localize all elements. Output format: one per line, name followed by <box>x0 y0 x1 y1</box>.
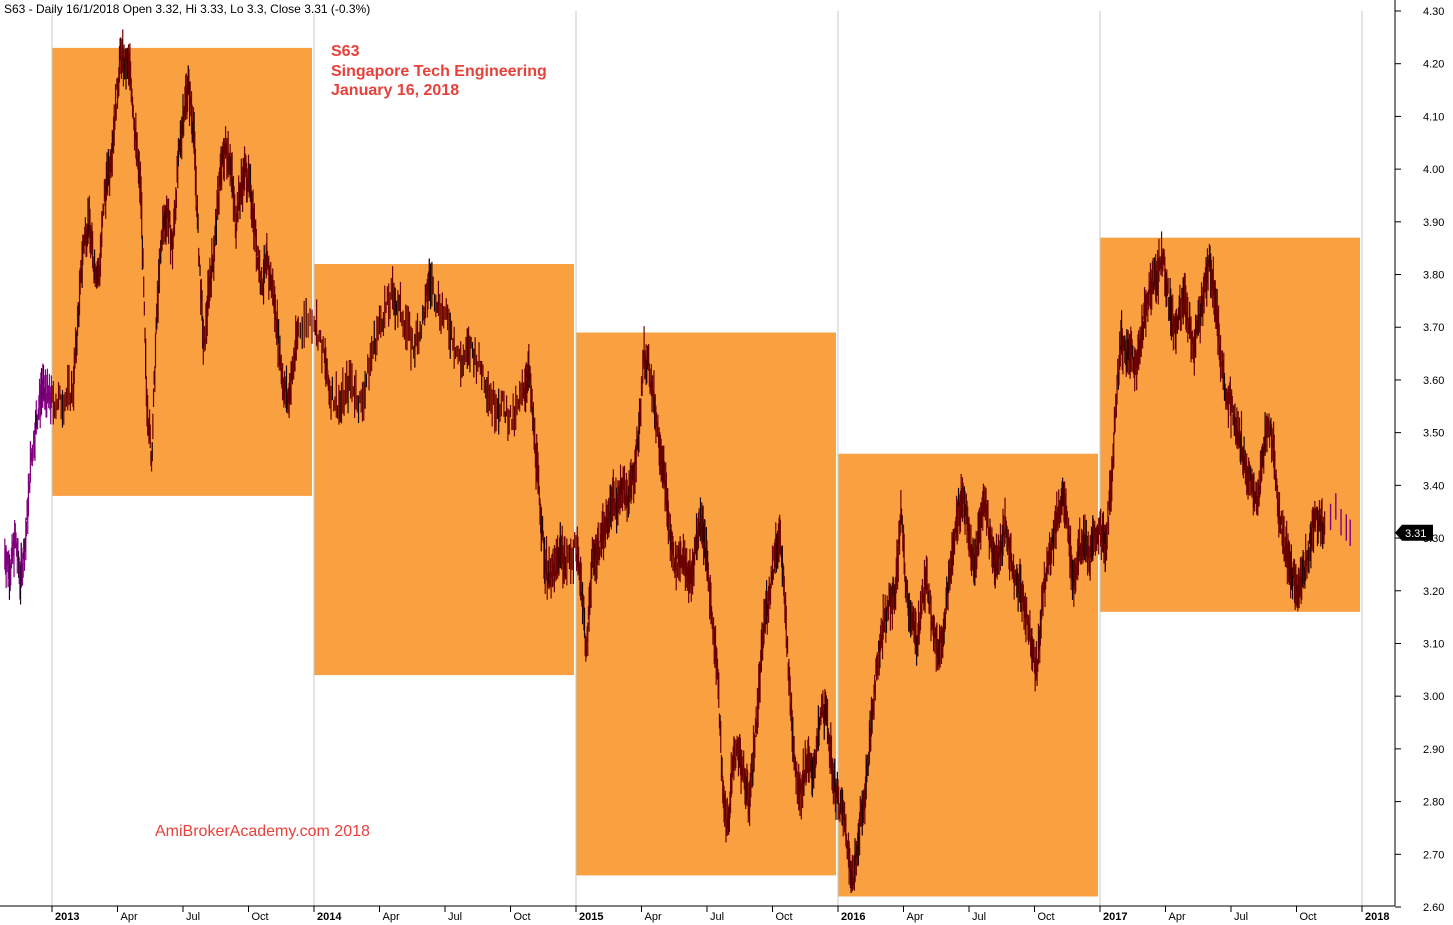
y-tick-label: 3.70 <box>1423 322 1444 334</box>
y-tick-label: 2.70 <box>1423 849 1444 861</box>
y-tick-label: 3.00 <box>1423 691 1444 703</box>
x-tick-label: 2014 <box>317 911 342 923</box>
y-tick-label: 3.10 <box>1423 638 1444 650</box>
annotation-symbol: S63 <box>331 43 360 60</box>
y-tick-label: 3.60 <box>1423 375 1444 387</box>
y-tick-label: 3.50 <box>1423 428 1444 440</box>
vertical-gridlines <box>51 11 1363 906</box>
y-tick-label: 3.80 <box>1423 270 1444 282</box>
y-tick-label: 3.90 <box>1423 217 1444 229</box>
x-tick-label: Apr <box>383 911 400 923</box>
y-tick-label: 2.80 <box>1423 797 1444 809</box>
x-tick-label: Jul <box>972 911 986 923</box>
x-tick-label: Oct <box>1038 911 1055 923</box>
x-tick-label: Jul <box>710 911 724 923</box>
x-axis-ticks: 2013 Apr Jul Oct 2014 Apr Jul Oct 2015 Apr Jul Oct 2… <box>51 906 1389 923</box>
watermark: AmiBrokerAcademy.com 2018 <box>155 823 370 840</box>
x-tick-label: 2015 <box>579 911 603 923</box>
last-price-badge: 3.31 <box>1395 524 1433 541</box>
year-range-box-2015 <box>576 332 836 876</box>
year-range-box-2014 <box>314 263 574 676</box>
x-tick-label: Apr <box>907 911 924 923</box>
price-series <box>4 29 1351 894</box>
last-price-badge-shape <box>1395 524 1433 541</box>
x-tick-label: Oct <box>514 911 531 923</box>
last-price-label: 3.31 <box>1405 528 1426 540</box>
x-tick-label: Apr <box>1169 911 1186 923</box>
x-tick-label: Oct <box>1300 911 1317 923</box>
y-tick-label: 4.10 <box>1423 111 1444 123</box>
annotation-company: Singapore Tech Engineering <box>331 63 547 80</box>
x-tick-label: Oct <box>252 911 269 923</box>
year-range-box-2017 <box>1100 237 1360 612</box>
x-tick-label: Jul <box>1234 911 1248 923</box>
x-tick-label: 2013 <box>55 911 79 923</box>
chart-header: S63 - Daily 16/1/2018 Open 3.32, Hi 3.33… <box>4 2 370 16</box>
x-tick-label: Jul <box>186 911 200 923</box>
x-tick-label: Apr <box>121 911 138 923</box>
y-tick-label: 2.60 <box>1423 902 1444 914</box>
y-tick-label: 4.20 <box>1423 59 1444 71</box>
annotation-date: January 16, 2018 <box>331 82 459 99</box>
y-tick-label: 3.40 <box>1423 480 1444 492</box>
x-tick-label: Apr <box>645 911 662 923</box>
y-tick-label: 3.20 <box>1423 586 1444 598</box>
x-tick-label: 2018 <box>1365 911 1389 923</box>
y-tick-label: 2.90 <box>1423 744 1444 756</box>
x-tick-label: Oct <box>776 911 793 923</box>
y-axis-ticks: 4.30 4.20 4.10 4.00 3.90 3.80 3.70 3.60 3.50 3.40… <box>1395 6 1444 914</box>
y-tick-label: 4.00 <box>1423 164 1444 176</box>
x-tick-label: 2016 <box>841 911 865 923</box>
y-tick-label: 4.30 <box>1423 6 1444 18</box>
x-tick-label: 2017 <box>1103 911 1127 923</box>
x-tick-label: Jul <box>448 911 462 923</box>
